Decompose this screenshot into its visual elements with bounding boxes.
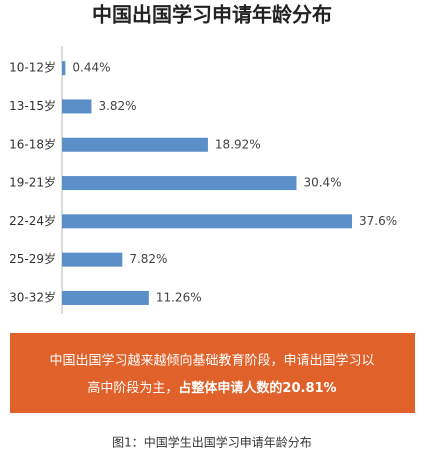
value-label: 11.26%	[156, 290, 202, 304]
annotation-box	[10, 333, 415, 413]
caption: 图1：中国学生出国学习申请年龄分布	[112, 435, 312, 450]
bar	[62, 137, 208, 152]
value-label: 7.82%	[129, 252, 167, 266]
value-label: 30.4%	[303, 176, 341, 190]
value-label: 18.92%	[215, 137, 261, 151]
value-label: 0.44%	[72, 61, 110, 75]
bar	[62, 176, 297, 191]
annotation-text: 高中阶段为主，	[87, 380, 178, 396]
annotation-line: 高中阶段为主，占整体申请人数的20.81%	[87, 380, 336, 396]
annotation-emphasis: 占整体申请人数的20.81%	[178, 380, 336, 396]
chart-title: 中国出国学习申请年龄分布	[92, 3, 332, 27]
bar	[62, 99, 92, 114]
y-tick-label: 25-29岁	[9, 251, 56, 266]
y-tick-label: 30-32岁	[9, 289, 56, 304]
value-label: 37.6%	[359, 214, 397, 228]
annotation-line: 中国出国学习越来越倾向基础教育阶段，申请出国学习以	[49, 353, 374, 369]
bar	[62, 214, 352, 229]
y-tick-label: 19-21岁	[9, 175, 56, 190]
y-tick-label: 16-18岁	[9, 136, 56, 151]
bar	[62, 252, 123, 267]
y-tick-label: 22-24岁	[9, 213, 56, 228]
bar	[62, 61, 66, 76]
y-tick-label: 13-15岁	[9, 98, 56, 113]
value-label: 3.82%	[98, 99, 136, 113]
y-tick-label: 10-12岁	[9, 60, 56, 75]
bar	[62, 290, 149, 305]
